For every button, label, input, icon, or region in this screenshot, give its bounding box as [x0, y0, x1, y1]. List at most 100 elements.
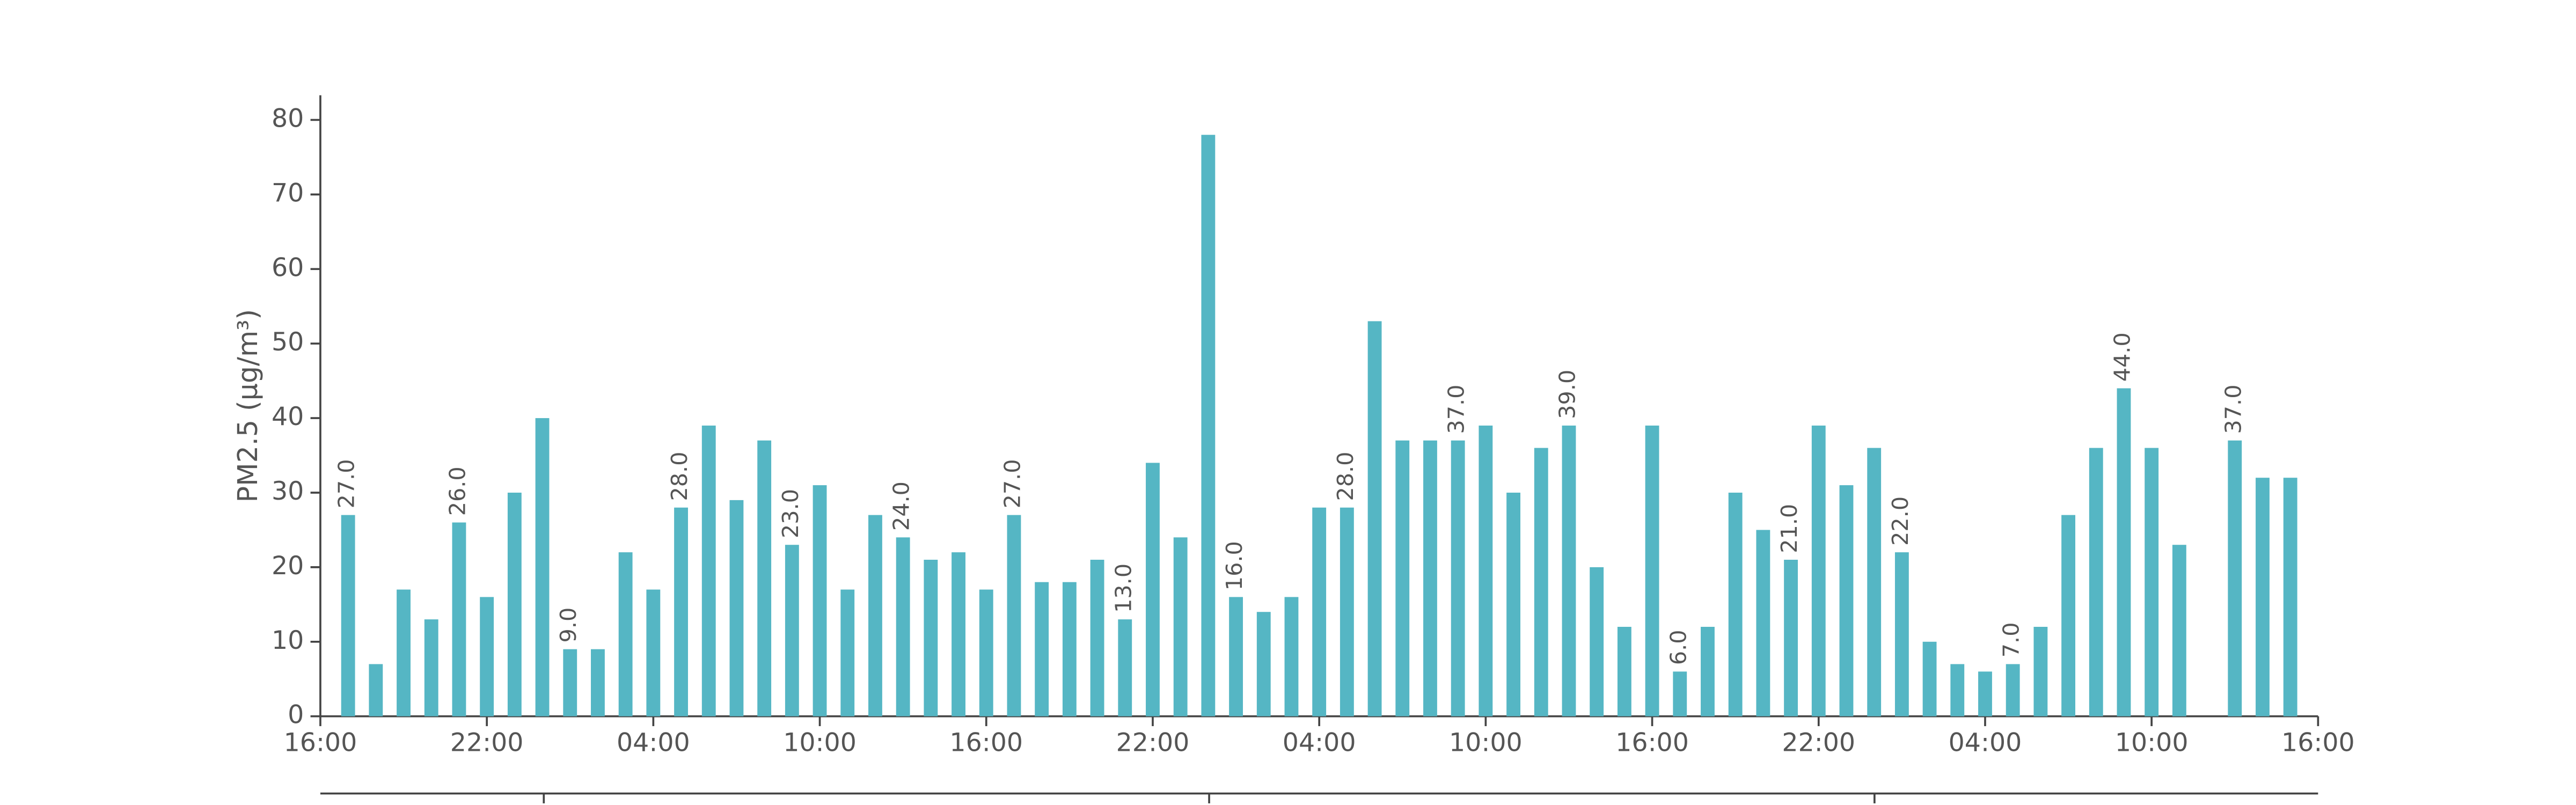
bar [813, 485, 827, 716]
y-tick-label: 60 [272, 253, 304, 282]
bar [785, 545, 799, 716]
bar [2117, 388, 2131, 716]
bar [1922, 641, 1937, 716]
bar [1590, 567, 1604, 716]
bar [2228, 440, 2242, 716]
bar [1867, 448, 1882, 716]
bar [1978, 671, 1992, 716]
bar [1367, 321, 1382, 716]
bar [1645, 425, 1659, 716]
bar [397, 589, 411, 716]
y-tick-label: 80 [272, 104, 304, 133]
bar [2256, 478, 2270, 716]
x-tick-label: 16:00 [284, 728, 357, 758]
value-label: 37.0 [2220, 385, 2246, 434]
bar [1506, 492, 1520, 716]
bar [896, 537, 910, 716]
value-label: 24.0 [889, 481, 914, 531]
bar [1894, 552, 1909, 716]
bar [1950, 664, 1965, 716]
bar [1617, 627, 1631, 716]
bar [563, 649, 577, 716]
bar [2061, 515, 2076, 716]
bar [840, 589, 855, 716]
bar [1395, 440, 1410, 716]
bar [1728, 492, 1743, 716]
x-tick-label: 04:00 [617, 728, 690, 758]
bar [424, 619, 438, 716]
value-label: 13.0 [1110, 564, 1136, 613]
value-label: 37.0 [1444, 385, 1469, 434]
value-label: 16.0 [1221, 541, 1247, 590]
y-tick-label: 0 [288, 700, 304, 730]
x-tick-label: 10:00 [2115, 728, 2189, 758]
bar [1673, 671, 1687, 716]
bar [535, 418, 550, 716]
bar [1201, 135, 1216, 716]
value-label: 44.0 [2109, 332, 2135, 382]
value-label: 21.0 [1776, 504, 1802, 553]
x-tick-label: 04:00 [1949, 728, 2022, 758]
bar [701, 425, 716, 716]
bar [646, 589, 661, 716]
bar [2089, 448, 2103, 716]
bar [1701, 627, 1715, 716]
value-label: 7.0 [1999, 623, 2024, 658]
y-tick-label: 40 [272, 402, 304, 431]
bar [757, 440, 772, 716]
x-tick-label: 10:00 [783, 728, 857, 758]
bar [1479, 425, 1493, 716]
value-label: 9.0 [555, 608, 581, 643]
bar [341, 515, 355, 716]
bar [1090, 559, 1104, 716]
bar [729, 500, 744, 716]
bar [2283, 478, 2297, 716]
bar [480, 597, 494, 716]
value-label: 27.0 [999, 459, 1025, 508]
bar [1173, 537, 1188, 716]
bar [1562, 425, 1576, 716]
x-tick-label: 22:00 [450, 728, 524, 758]
value-label: 22.0 [1887, 496, 1913, 546]
bar [1811, 425, 1826, 716]
bar [924, 559, 938, 716]
y-tick-label: 50 [272, 327, 304, 357]
value-label: 39.0 [1554, 370, 1580, 419]
y-axis-label: PM2.5 (μg/m³) [232, 309, 264, 502]
bar [979, 589, 993, 716]
value-label: 26.0 [444, 466, 470, 516]
bar [1035, 582, 1049, 716]
y-tick-label: 70 [272, 178, 304, 208]
bar [1340, 507, 1354, 716]
bar [452, 522, 466, 716]
y-tick-label: 10 [272, 626, 304, 655]
bar [1256, 612, 1271, 716]
bar [1146, 463, 1160, 716]
bar [2145, 448, 2159, 716]
value-label: 28.0 [667, 452, 692, 501]
value-label: 6.0 [1665, 630, 1691, 665]
x-tick-label: 10:00 [1449, 728, 1523, 758]
x-tick-label: 04:00 [1283, 728, 1356, 758]
value-label: 28.0 [1333, 452, 1358, 501]
y-tick-label: 30 [272, 477, 304, 506]
bar [2033, 627, 2048, 716]
x-tick-label: 22:00 [1116, 728, 1190, 758]
bar [1312, 507, 1327, 716]
bar [1118, 619, 1132, 716]
y-tick-label: 20 [272, 551, 304, 581]
bar [1062, 582, 1077, 716]
bar [952, 552, 965, 716]
bar [868, 515, 882, 716]
value-label: 27.0 [334, 459, 360, 508]
bar [674, 507, 688, 716]
bar [369, 664, 383, 716]
bar [2006, 664, 2020, 716]
bar [1451, 440, 1465, 716]
bar [1839, 485, 1854, 716]
bar [1784, 559, 1798, 716]
x-tick-label: 16:00 [1615, 728, 1689, 758]
bar [2172, 545, 2186, 716]
